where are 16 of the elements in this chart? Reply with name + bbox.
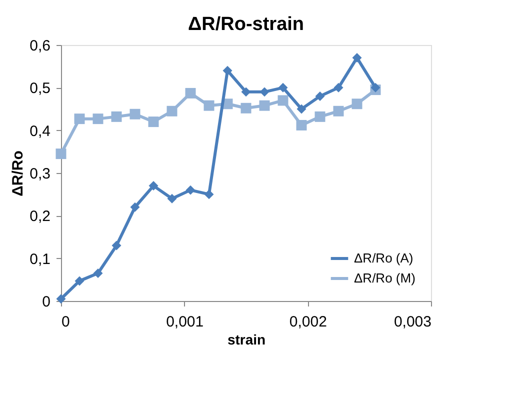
y-tick-label: 0,2: [30, 208, 50, 226]
y-tick-label: 0,4: [30, 122, 50, 140]
x-tick-label: 0,003: [394, 314, 432, 330]
x-tick-label: 0,002: [289, 314, 327, 330]
y-tick-label: 0,1: [30, 250, 50, 268]
y-tick-label: 0: [42, 294, 50, 310]
legend-label: ΔR/Ro (A): [354, 250, 414, 266]
x-tick-label: 0,001: [166, 314, 204, 330]
y-axis-title: ΔR/Ro: [10, 150, 27, 196]
y-tick-label: 0,3: [30, 166, 50, 182]
x-axis-title: strain: [227, 332, 266, 348]
y-tick-label: 0,6: [30, 38, 50, 54]
chart-title: ΔR/Ro-strain: [188, 14, 304, 35]
legend-label: ΔR/Ro (M): [354, 270, 416, 286]
x-tick-label: 0: [62, 314, 70, 330]
y-tick-label: 0,5: [30, 80, 50, 98]
